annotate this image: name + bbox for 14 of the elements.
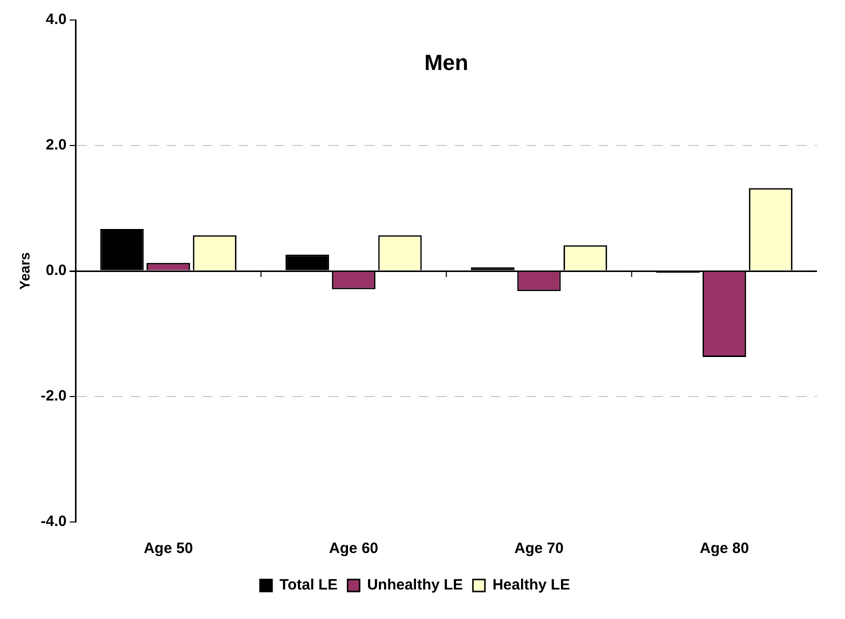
y-tick-label: -4.0 — [40, 513, 67, 530]
y-tick-label: 2.0 — [46, 136, 67, 154]
x-tick-label: Age 50 — [144, 540, 193, 558]
x-tick-label: Age 80 — [700, 540, 749, 558]
x-tick-label: Age 60 — [329, 540, 378, 558]
y-axis-title: Years — [16, 252, 32, 290]
y-tick-label: 4.0 — [46, 11, 67, 28]
x-tick-label: Age 70 — [514, 540, 564, 558]
legend-label: Unhealthy LE — [367, 576, 463, 594]
legend-label: Healthy LE — [492, 576, 570, 594]
text: Men — [424, 50, 468, 76]
y-tick-label: -2.0 — [40, 388, 67, 405]
legend-label: Total LE — [280, 576, 338, 594]
y-tick-label: 0.0 — [46, 262, 67, 280]
